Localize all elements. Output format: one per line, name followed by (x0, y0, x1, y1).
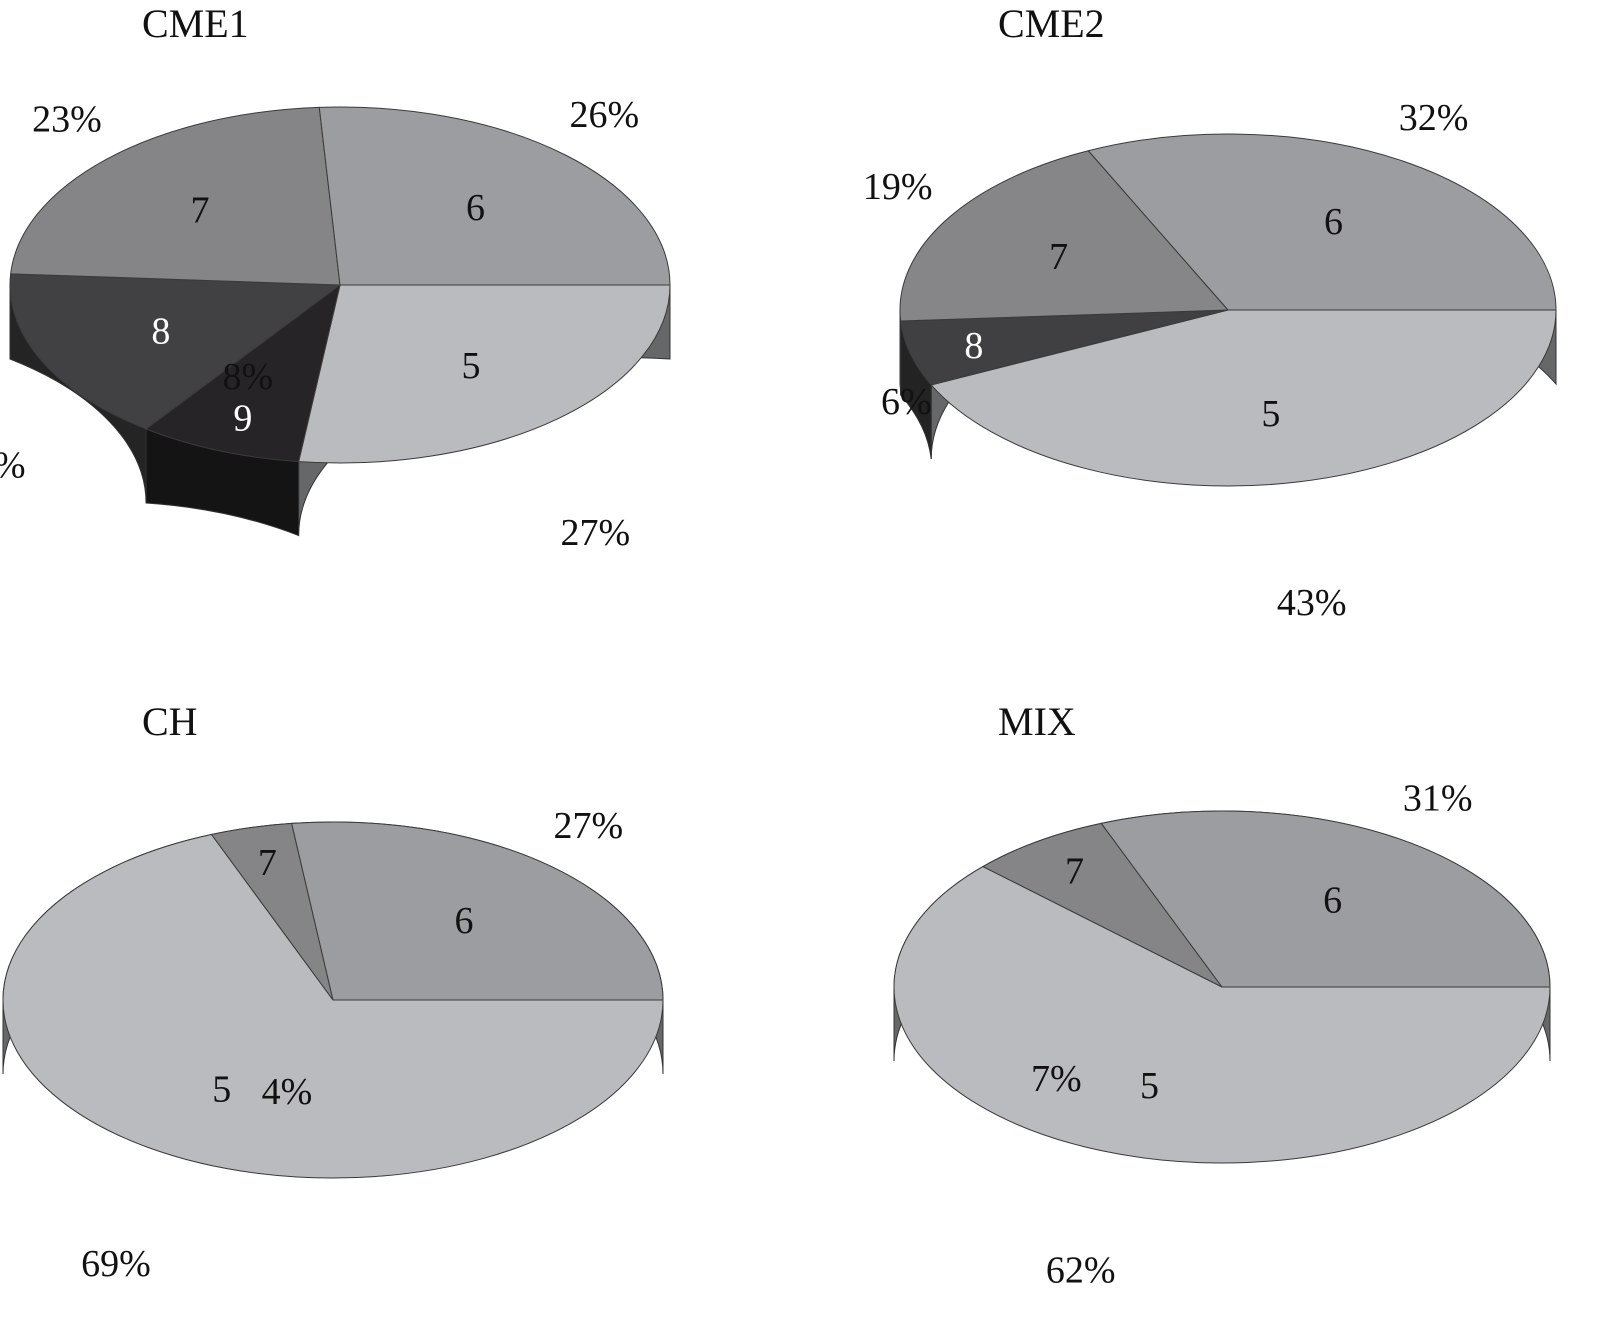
slice-label-cme2-6: 6 (1324, 201, 1343, 243)
percent-label-cme1-7: 23% (32, 99, 102, 141)
pie-slice-ch-5 (2, 833, 664, 1179)
slice-label-cme2-5: 5 (1261, 393, 1280, 435)
percent-label-cme1-9: 8% (223, 356, 274, 398)
percent-label-cme2-5: 43% (1277, 582, 1347, 624)
pie-chart-cme1: 5 9 8 7 6 27% 8% 16% 23% 26% CME1 (0, 1, 671, 554)
slice-label-cme1-5: 5 (461, 345, 480, 387)
slice-label-mix-5: 5 (1140, 1065, 1159, 1107)
slice-label-cme2-7: 7 (1049, 236, 1068, 278)
percent-label-ch-7: 4% (262, 1071, 313, 1113)
pie-slice-cme2-6 (1087, 133, 1557, 311)
slice-label-ch-6: 6 (454, 900, 473, 942)
pie-slice-cme1-8 (9, 273, 342, 430)
pie-chart-cme2: 5 8 7 6 43% 6% 19% 32% CME2 (863, 1, 1557, 624)
slice-label-ch-7: 7 (258, 842, 277, 884)
pie-slice-cme2-5 (930, 309, 1557, 487)
pie-slice-cme2-8 (900, 309, 1229, 386)
pie-slice-ch-6 (291, 821, 664, 1001)
slice-label-mix-7: 7 (1065, 851, 1084, 893)
pie-title-cme1: CME1 (142, 1, 249, 46)
percent-label-mix-6: 31% (1403, 778, 1473, 820)
percent-label-ch-5: 69% (81, 1243, 151, 1285)
percent-label-cme2-6: 32% (1399, 97, 1469, 139)
pie-slice-cme1-9 (145, 283, 341, 463)
pie-slice-cme1-6 (318, 106, 671, 286)
slice-label-cme1-8: 8 (151, 310, 170, 352)
percent-label-cme2-7: 19% (863, 166, 933, 208)
percent-label-cme1-8: 16% (0, 445, 25, 487)
percent-label-mix-5: 62% (1046, 1249, 1116, 1291)
pie-slice-mix-6 (1100, 810, 1551, 988)
percent-label-cme2-8: 6% (881, 381, 932, 423)
pie-chart-mix: 5 7 6 62% 7% 31% MIX (893, 699, 1551, 1291)
slice-label-cme1-6: 6 (466, 187, 485, 229)
percent-label-cme1-6: 26% (569, 94, 639, 136)
percent-label-ch-6: 27% (554, 805, 624, 847)
pie-title-cme2: CME2 (998, 1, 1105, 46)
pie-slice-cme1-7 (10, 106, 341, 286)
percent-label-cme1-5: 27% (561, 512, 631, 554)
pie-title-ch: CH (142, 699, 198, 744)
slice-label-mix-6: 6 (1323, 880, 1342, 922)
slice-label-ch-5: 5 (212, 1068, 231, 1110)
pie-slice-cme1-5 (298, 284, 671, 464)
pie-slice-cme2-7 (899, 150, 1230, 322)
pie-slice-mix-5 (893, 865, 1551, 1164)
slice-label-cme1-9: 9 (233, 397, 252, 439)
pie-chart-ch: 5 7 6 69% 4% 27% CH (2, 699, 664, 1285)
pie-slice-mix-7 (981, 822, 1223, 988)
slice-label-cme1-7: 7 (190, 189, 209, 231)
slice-label-cme2-8: 8 (964, 325, 983, 367)
percent-label-mix-7: 7% (1031, 1058, 1082, 1100)
pie-title-mix: MIX (998, 699, 1076, 744)
